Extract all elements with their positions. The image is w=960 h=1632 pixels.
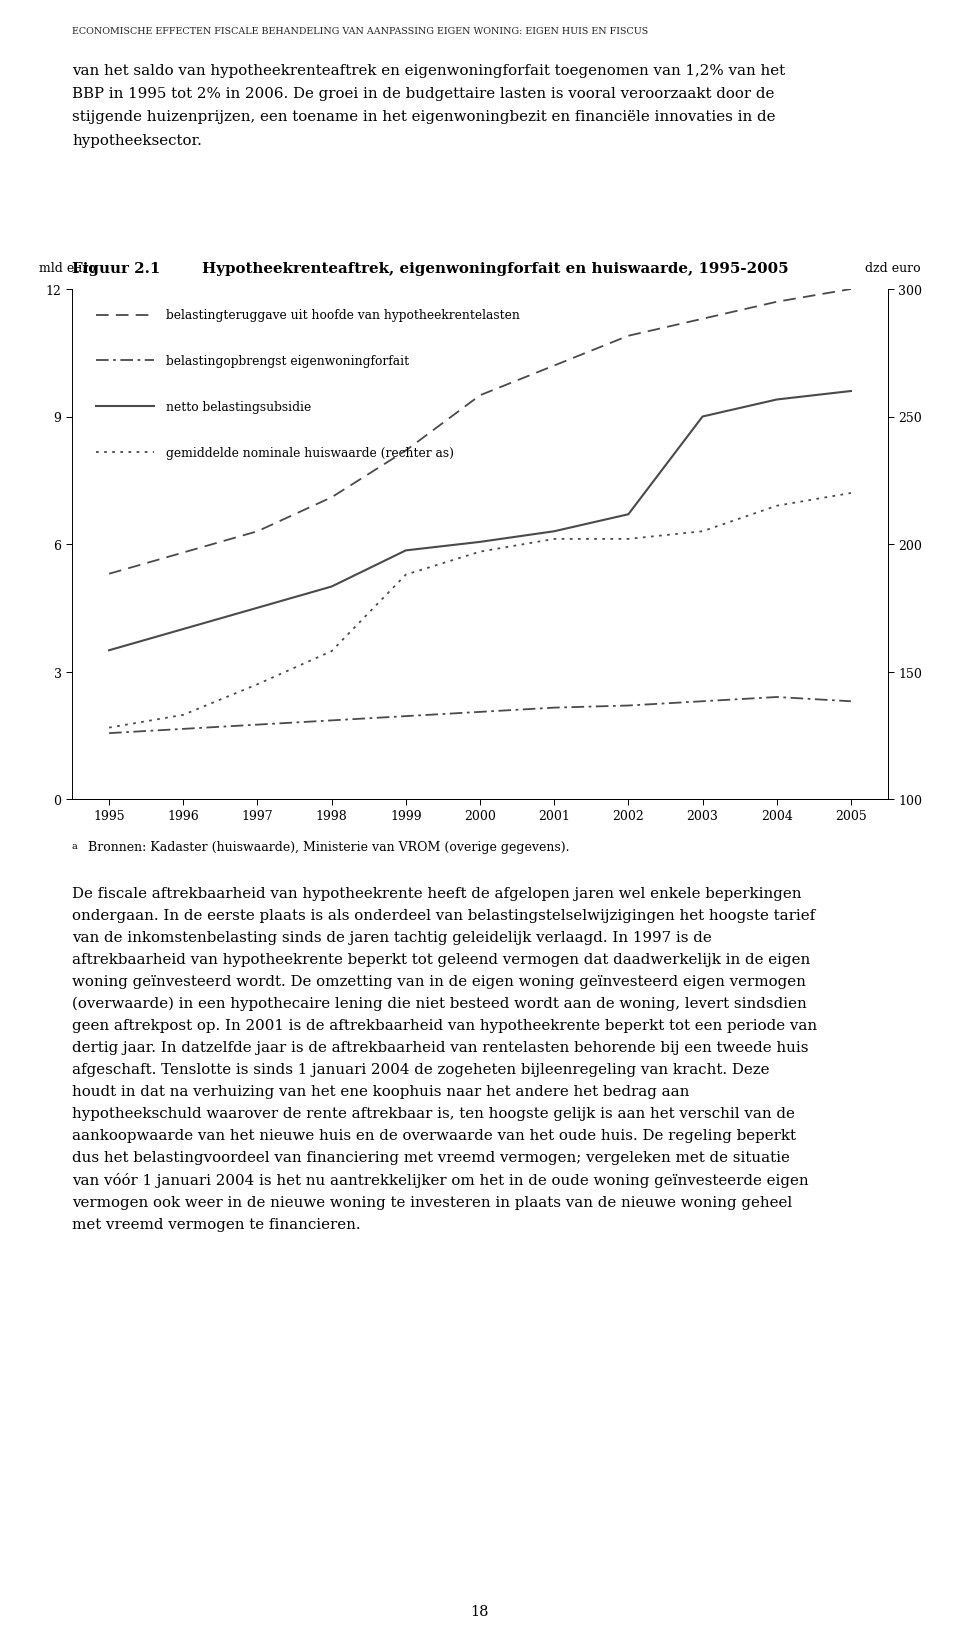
Text: belastingteruggave uit hoofde van hypotheekrentelasten: belastingteruggave uit hoofde van hypoth… — [166, 308, 519, 322]
Text: Figuur 2.1: Figuur 2.1 — [72, 261, 160, 276]
Text: De fiscale aftrekbaarheid van hypotheekrente heeft de afgelopen jaren wel enkele: De fiscale aftrekbaarheid van hypotheekr… — [72, 886, 817, 1232]
Text: belastingopbrengst eigenwoningforfait: belastingopbrengst eigenwoningforfait — [166, 354, 409, 367]
Text: van het saldo van hypotheekrenteaftrek en eigenwoningforfait toegenomen van 1,2%: van het saldo van hypotheekrenteaftrek e… — [72, 64, 785, 147]
Text: gemiddelde nominale huiswaarde (rechter as): gemiddelde nominale huiswaarde (rechter … — [166, 447, 454, 460]
Text: mld euro: mld euro — [39, 261, 96, 274]
Text: dzd euro: dzd euro — [865, 261, 921, 274]
Text: netto belastingsubsidie: netto belastingsubsidie — [166, 400, 311, 413]
Text: 18: 18 — [470, 1604, 490, 1619]
Text: Hypotheekrenteaftrek, eigenwoningforfait en huiswaarde, 1995-2005: Hypotheekrenteaftrek, eigenwoningforfait… — [202, 261, 788, 276]
Text: ECONOMISCHE EFFECTEN FISCALE BEHANDELING VAN AANPASSING EIGEN WONING: EIGEN HUIS: ECONOMISCHE EFFECTEN FISCALE BEHANDELING… — [72, 26, 648, 36]
Text: a: a — [72, 842, 78, 850]
Text: Bronnen: Kadaster (huiswaarde), Ministerie van VROM (overige gegevens).: Bronnen: Kadaster (huiswaarde), Minister… — [84, 840, 569, 854]
